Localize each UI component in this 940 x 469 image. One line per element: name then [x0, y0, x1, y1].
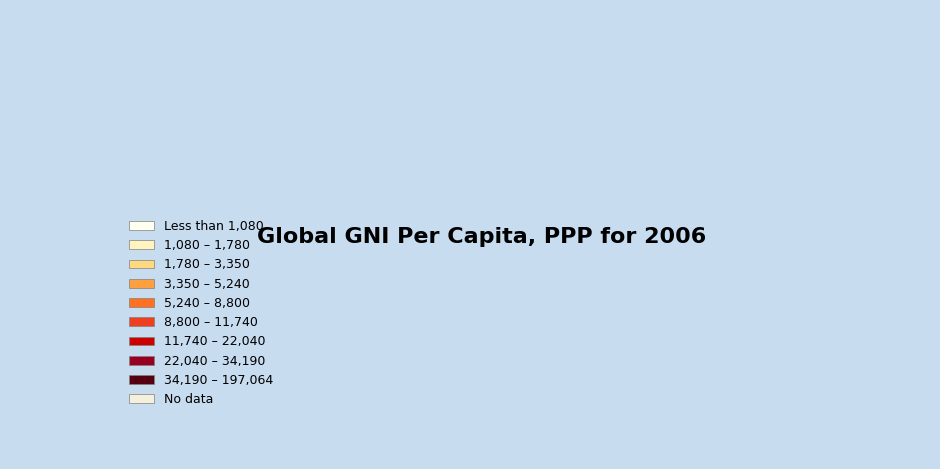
- Legend: Less than 1,080, 1,080 – 1,780, 1,780 – 3,350, 3,350 – 5,240, 5,240 – 8,800, 8,8: Less than 1,080, 1,080 – 1,780, 1,780 – …: [124, 215, 278, 411]
- Text: Global GNI Per Capita, PPP for 2006: Global GNI Per Capita, PPP for 2006: [258, 227, 706, 247]
